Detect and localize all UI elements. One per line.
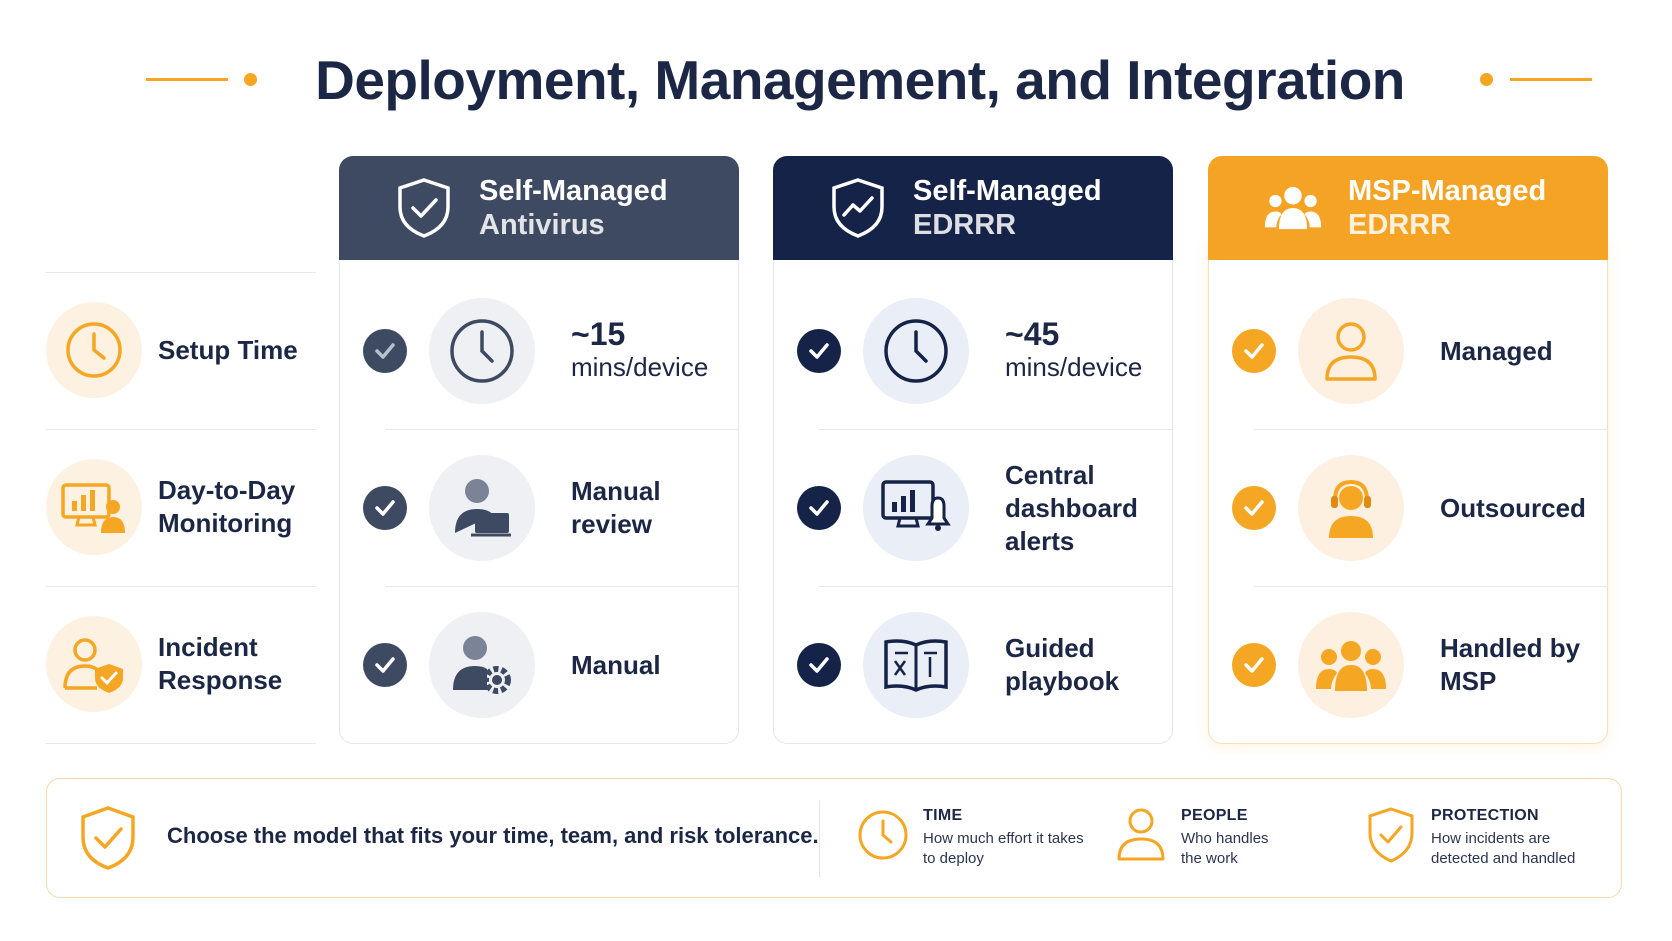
column-subtitle: EDRRR	[913, 209, 1017, 241]
legend-description: How much effort it takes to deploy	[923, 830, 1084, 867]
cell-separator	[1254, 429, 1608, 430]
open-book-icon	[863, 612, 969, 718]
clock-icon	[429, 298, 535, 404]
column-subtitle: EDRRR	[1348, 209, 1452, 241]
legend-description: How incidents are detected and handled	[1431, 830, 1576, 867]
legend-description: Who handles the work	[1181, 830, 1269, 867]
row-label-monitoring: Day-to-Day Monitoring	[46, 430, 316, 584]
cell-incident-response: Guided playbook	[773, 587, 1173, 743]
check-icon	[363, 643, 407, 687]
row-separator	[46, 586, 316, 587]
cell-separator	[385, 586, 739, 587]
check-icon	[1232, 329, 1276, 373]
cell-monitoring: Central dashboard alerts	[773, 430, 1173, 586]
legend-people: PEOPLE Who handles the work	[1111, 805, 1291, 869]
legend-title: TIME	[923, 807, 963, 824]
cell-value: mins/device	[571, 352, 709, 382]
title-decor-dot-right	[1480, 73, 1493, 86]
row-label-text: Setup Time	[158, 334, 298, 365]
title-decor-dot-left	[244, 73, 257, 86]
shield-chart-icon	[829, 178, 887, 238]
row-separator	[46, 429, 316, 430]
check-icon	[797, 643, 841, 687]
column-msp-managed-edr: MSP-Managed EDRRR Managed Outsourced Han…	[1208, 156, 1608, 744]
shield-check-icon	[79, 805, 137, 876]
cell-value: Guided playbook	[1005, 633, 1120, 696]
column-header: Self-Managed EDRRR	[773, 156, 1173, 260]
column-subtitle: Antivirus	[479, 209, 605, 241]
row-separator	[46, 272, 316, 273]
shield-check-icon	[395, 178, 453, 238]
cell-value: Handled by MSP	[1440, 633, 1581, 696]
cell-separator	[819, 586, 1173, 587]
row-label-setup-time: Setup Time	[46, 273, 316, 427]
check-icon	[363, 329, 407, 373]
person-shield-icon	[46, 616, 142, 712]
cell-incident-response: Handled by MSP	[1208, 587, 1608, 743]
clock-icon	[853, 805, 913, 865]
cell-setup-time: Managed	[1208, 273, 1608, 429]
legend-time: TIME How much effort it takes to deploy	[853, 805, 1093, 869]
cell-value: Central dashboard alerts	[1005, 459, 1138, 556]
monitor-chart-person-icon	[46, 459, 142, 555]
cell-setup-time: ~15 mins/device	[339, 273, 739, 429]
row-label-incident-response: Incident Response	[46, 587, 316, 741]
column-header: Self-Managed Antivirus	[339, 156, 739, 260]
row-separator	[46, 743, 316, 744]
shield-check-icon	[1361, 805, 1421, 865]
legend-title: PROTECTION	[1431, 807, 1539, 824]
cell-value: mins/device	[1005, 352, 1143, 382]
check-icon	[1232, 486, 1276, 530]
check-icon	[1232, 643, 1276, 687]
column-self-managed-antivirus: Self-Managed Antivirus ~15 mins/device Ma…	[339, 156, 739, 744]
column-title: MSP-Managed	[1348, 175, 1547, 207]
cell-value: Managed	[1440, 335, 1553, 366]
team-icon	[1298, 612, 1404, 718]
footer-panel: Choose the model that fits your time, te…	[46, 778, 1622, 898]
column-header: MSP-Managed EDRRR	[1208, 156, 1608, 260]
column-self-managed-edr: Self-Managed EDRRR ~45 mins/device Centra…	[773, 156, 1173, 744]
person-laptop-icon	[429, 455, 535, 561]
cell-setup-time: ~45 mins/device	[773, 273, 1173, 429]
clock-icon	[46, 302, 142, 398]
check-icon	[797, 486, 841, 530]
column-title: Self-Managed	[479, 175, 668, 207]
cell-separator	[385, 429, 739, 430]
person-icon	[1298, 298, 1404, 404]
cell-value: Manual	[571, 649, 661, 680]
person-icon	[1111, 805, 1171, 865]
title-decor-line-right	[1510, 78, 1592, 81]
cell-monitoring: Outsourced	[1208, 430, 1608, 586]
clock-icon	[863, 298, 969, 404]
footer-divider	[819, 801, 820, 877]
cell-value-lead: ~15	[571, 316, 626, 352]
group-icon	[1264, 179, 1322, 237]
cell-value: Outsourced	[1440, 492, 1586, 523]
legend-title: PEOPLE	[1181, 807, 1248, 824]
title-row: Deployment, Management, and Integration	[0, 44, 1672, 116]
cell-incident-response: Manual	[339, 587, 739, 743]
row-label-text: Day-to-Day Monitoring	[158, 475, 296, 538]
person-gear-icon	[429, 612, 535, 718]
headset-person-icon	[1298, 455, 1404, 561]
cell-value-lead: ~45	[1005, 316, 1060, 352]
legend-protection: PROTECTION How incidents are detected an…	[1361, 805, 1591, 869]
monitor-bell-icon	[863, 455, 969, 561]
footer-message: Choose the model that fits your time, te…	[167, 823, 819, 848]
check-icon	[363, 486, 407, 530]
cell-separator	[1254, 586, 1608, 587]
cell-separator	[819, 429, 1173, 430]
cell-monitoring: Manual review	[339, 430, 739, 586]
page-title: Deployment, Management, and Integration	[315, 49, 1405, 111]
check-icon	[797, 329, 841, 373]
row-label-text: Incident Response	[158, 632, 283, 695]
cell-value: Manual review	[571, 476, 661, 539]
column-title: Self-Managed	[913, 175, 1102, 207]
title-decor-line-left	[146, 78, 228, 81]
